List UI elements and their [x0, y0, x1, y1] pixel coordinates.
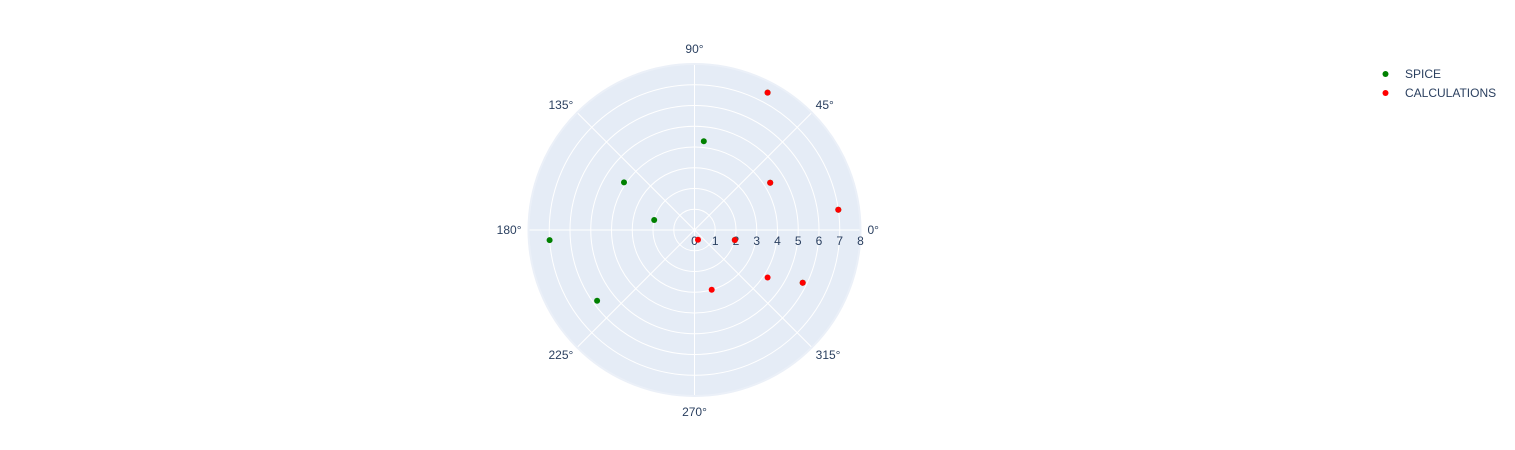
radial-tick-label: 5 [795, 234, 802, 248]
data-point[interactable] [764, 274, 771, 281]
legend-marker [1382, 71, 1389, 77]
data-points [546, 89, 842, 304]
radial-tick-label: 4 [774, 234, 781, 248]
data-point[interactable] [594, 297, 601, 304]
angular-grid-line [576, 229, 695, 348]
angular-tick-label: 90° [685, 42, 703, 56]
legend[interactable]: SPICE CALCULATIONS [1382, 67, 1497, 100]
legend-item-calculations[interactable]: CALCULATIONS [1382, 86, 1497, 100]
data-point[interactable] [651, 217, 658, 223]
angular-tick-label: 45° [816, 98, 834, 112]
radial-tick-label: 7 [836, 234, 843, 248]
radial-tick-label: 6 [816, 234, 823, 248]
data-point[interactable] [764, 89, 771, 96]
radial-tick-label: 1 [712, 234, 719, 248]
polar-grid [527, 63, 862, 397]
data-point[interactable] [700, 138, 707, 145]
data-point[interactable] [695, 236, 701, 243]
angular-tick-label: 135° [549, 98, 574, 112]
radial-tick-label: 0 [691, 234, 698, 248]
radial-axis: 012345678 [691, 234, 864, 248]
data-point[interactable] [835, 206, 842, 213]
data-point[interactable] [546, 237, 553, 244]
angular-tick-label: 180° [497, 223, 522, 237]
legend-label: SPICE [1405, 67, 1441, 81]
legend-label: CALCULATIONS [1405, 86, 1496, 100]
radial-tick-label: 3 [753, 234, 760, 248]
data-point[interactable] [731, 237, 738, 243]
legend-marker [1382, 90, 1389, 96]
legend-item-spice[interactable]: SPICE [1382, 67, 1442, 81]
angular-grid-line [694, 112, 813, 231]
angular-tick-label: 0° [868, 223, 880, 237]
data-point[interactable] [767, 179, 774, 186]
data-point[interactable] [621, 179, 627, 186]
angular-grid-line [694, 229, 813, 348]
angular-tick-label: 270° [682, 405, 707, 419]
data-point[interactable] [799, 279, 806, 286]
radial-tick-label: 8 [857, 234, 864, 248]
angular-grid-line [576, 112, 695, 231]
angular-tick-label: 315° [816, 348, 841, 362]
polar-outline [527, 63, 862, 397]
angular-tick-label: 225° [549, 348, 574, 362]
series-calculations [695, 89, 842, 293]
data-point[interactable] [708, 286, 715, 293]
angular-axis: 0° 45° 90° 135° 180° 225° 270° 315° [497, 42, 880, 419]
